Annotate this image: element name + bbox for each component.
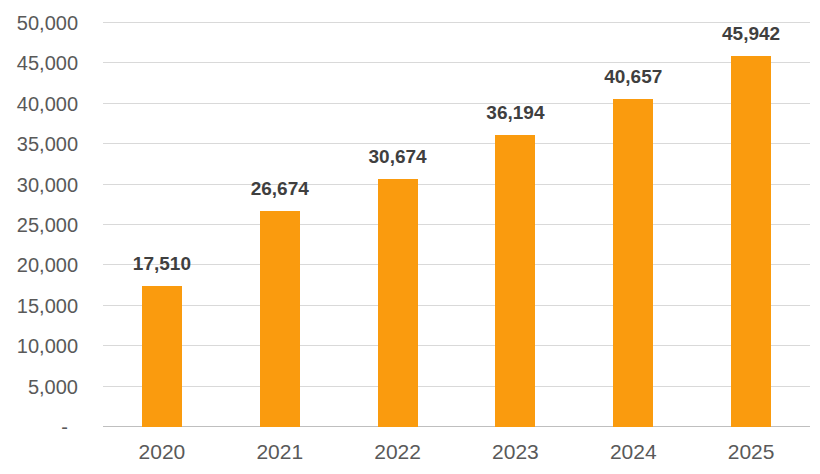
gridline [103,224,810,225]
gridline [103,103,810,104]
value-label-2022: 30,674 [369,147,427,167]
y-tick-label: 5,000 [28,376,78,398]
value-label-2023: 36,194 [486,103,544,123]
value-label-2025: 45,942 [722,24,780,44]
gridline [103,345,810,346]
x-tick-label-2023: 2023 [492,440,539,464]
bar-2023 [495,135,535,427]
y-tick-label: 50,000 [17,12,78,34]
bar-2024 [613,99,653,428]
value-label-2020: 17,510 [133,254,191,274]
gridline [103,143,810,144]
value-label-2021: 26,674 [251,179,309,199]
bar-2025 [731,56,771,427]
y-tick-label: 40,000 [17,93,78,115]
y-tick-label: 25,000 [17,214,78,236]
gridline [103,22,810,23]
x-tick-label-2025: 2025 [728,440,775,464]
y-tick-label: 10,000 [17,335,78,357]
gridline [103,62,810,63]
x-tick-label-2021: 2021 [256,440,303,464]
bar-2021 [260,211,300,427]
y-tick-label: 35,000 [17,133,78,155]
bar-2020 [142,286,182,427]
bar-2022 [378,179,418,427]
x-tick-label-2022: 2022 [374,440,421,464]
x-tick-label-2020: 2020 [139,440,186,464]
y-tick-label: 15,000 [17,295,78,317]
y-tick-label: 45,000 [17,52,78,74]
x-tick-label-2024: 2024 [610,440,657,464]
x-axis-line [103,426,810,427]
y-tick-label: 30,000 [17,174,78,196]
gridline [103,386,810,387]
y-tick-label: - [61,416,78,438]
y-tick-label: 20,000 [17,254,78,276]
plot-area: 17,510 26,674 30,674 36,194 40,657 45,942 [103,23,810,427]
gridline [103,184,810,185]
bar-chart: 17,510 26,674 30,674 36,194 40,657 45,942 - 5,… [0,0,820,474]
value-label-2024: 40,657 [604,67,662,87]
gridline [103,305,810,306]
gridline [103,264,810,265]
